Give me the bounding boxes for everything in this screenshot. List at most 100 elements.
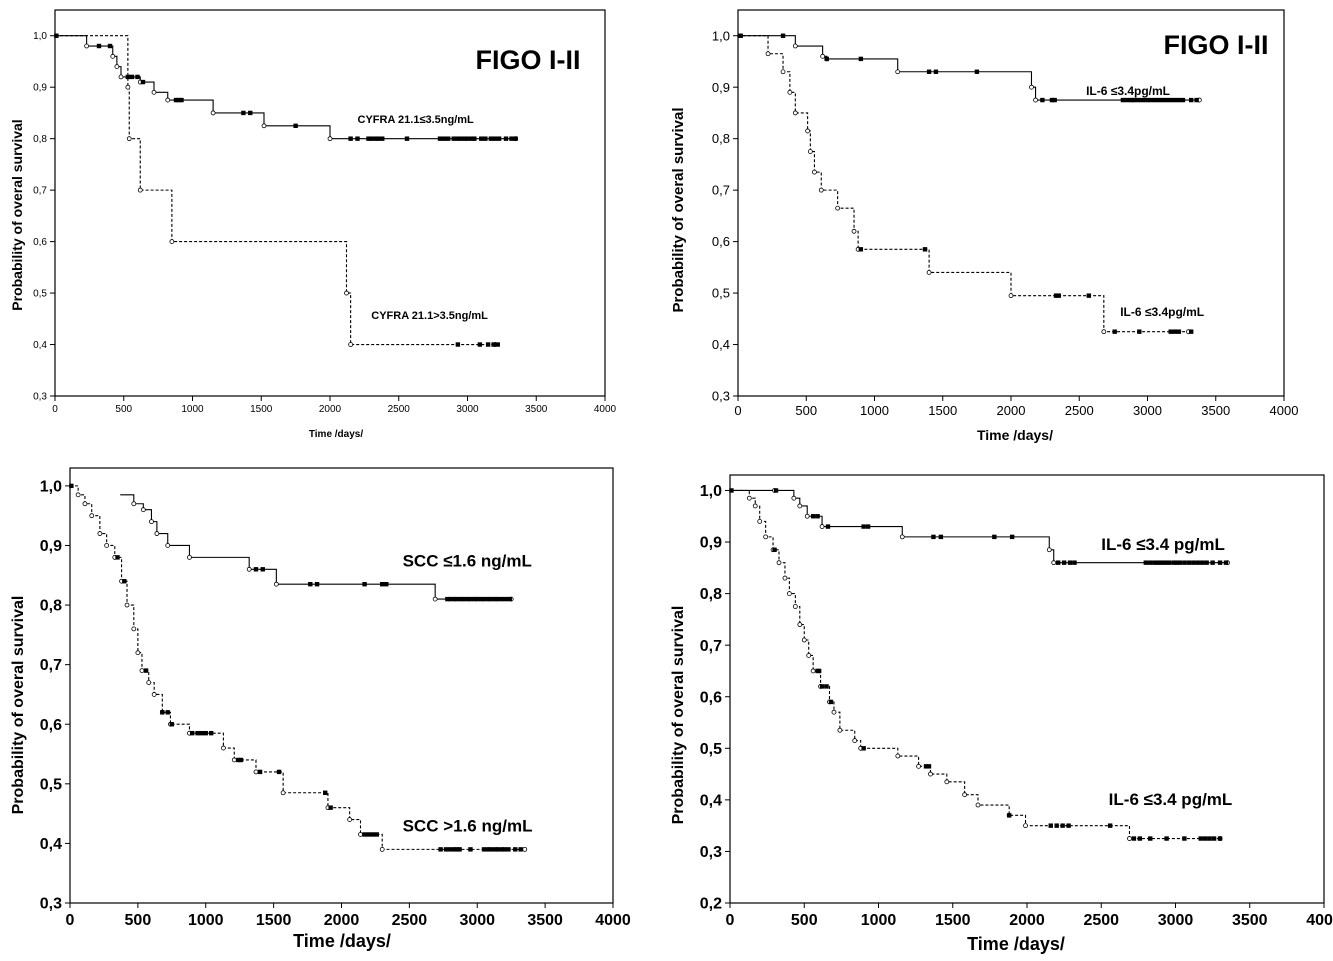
y-tick-label: 0,5 [712,286,730,301]
censor-marker [1060,823,1065,828]
y-tick-label: 0,7 [700,638,722,655]
event-marker [1051,560,1057,566]
event-marker [139,668,145,674]
km-chart-scc: Time /days/ Probability of overal surviv… [10,467,631,951]
event-marker [151,692,157,697]
censor-marker [143,668,149,673]
y-tick-label: 0,8 [40,598,62,615]
event-marker [137,187,143,193]
event-marker [837,727,843,733]
event-marker [944,779,950,785]
event-marker [82,501,88,507]
censor-marker [468,596,473,602]
censor-marker [1172,97,1177,103]
series-label: IL-6 ≤3.4pg/mL [1120,305,1204,319]
censor-marker [865,524,871,529]
y-tick-label: 0,6 [712,234,730,249]
x-tick-label: 1000 [181,404,204,415]
x-tick-label: 2000 [319,404,342,415]
event-marker [895,753,901,759]
censor-marker [509,136,514,141]
censor-marker [380,136,385,141]
event-marker [140,507,146,513]
censor-marker [1223,560,1229,565]
censor-marker [1168,97,1173,103]
censor-marker [1107,823,1113,828]
censor-marker [1137,836,1143,841]
event-marker [104,543,110,548]
censor-marker [238,757,244,763]
censor-marker [374,832,379,837]
censor-marker [825,524,831,529]
censor-marker [477,342,483,347]
censor-marker [773,488,779,493]
y-tick-label: 0,4 [700,792,722,809]
censor-marker [1131,836,1137,841]
event-marker [246,566,252,572]
censor-marker [451,136,456,141]
y-tick-label: 0,9 [700,535,722,552]
survival-curve-high [738,35,1189,333]
x-tick-label: 3500 [527,912,563,929]
event-marker [831,709,837,715]
censor-marker [125,74,131,80]
chart-title: FIGO I-II [1164,30,1269,60]
event-marker [791,495,797,501]
censor-marker [455,136,461,141]
censor-marker [437,136,443,141]
event-marker [273,581,279,587]
censor-marker [1176,329,1182,334]
event-marker [253,769,259,775]
censor-marker [1052,97,1057,103]
censor-marker [366,832,371,837]
censor-marker [1053,293,1059,298]
x-tick-label: 3000 [1158,912,1194,929]
event-marker [169,239,175,245]
censor-marker [1198,836,1203,841]
censor-marker [479,596,484,602]
censor-marker [922,247,928,252]
censor-marker [348,136,353,141]
y-tick-label: 0,5 [40,776,62,793]
event-marker [126,136,132,142]
censor-marker [1148,836,1153,841]
censor-marker [1158,560,1163,565]
event-marker [344,290,349,296]
censor-marker [179,97,184,103]
km-panel-il6: Time /days/ Probability of overal surviv… [660,460,1333,956]
censor-marker [1067,560,1073,565]
event-marker [125,84,131,90]
x-axis-label: Time /days/ [967,934,1065,954]
x-tick-label: 2500 [392,912,428,929]
event-marker [895,69,901,75]
event-marker [151,89,157,95]
censor-marker [1182,560,1187,565]
censor-marker [810,514,816,519]
censor-marker [370,832,375,837]
km-chart-cyfra: FIGO I-II Time /days/ Probability of ove… [9,9,617,440]
x-tick-label: 1500 [935,912,971,929]
censor-marker [974,69,980,74]
censor-marker [816,668,822,674]
censor-marker [107,43,113,49]
plot-frame [69,467,614,904]
event-marker [146,680,152,685]
event-marker [786,591,792,597]
x-tick-label: 0 [726,912,735,929]
censor-marker [495,342,500,347]
censor-marker [485,847,491,852]
x-tick-label: 2000 [324,912,360,929]
censor-marker [858,247,864,252]
y-tick-label: 0,8 [712,131,730,146]
censor-marker [293,123,298,128]
event-marker [780,69,786,75]
censor-marker [828,699,834,705]
x-tick-label: 500 [125,912,152,929]
censor-marker [1194,97,1199,103]
event-marker [118,74,124,80]
event-marker [131,501,137,507]
event-marker [792,43,798,49]
event-marker [975,802,981,808]
event-marker [280,790,286,796]
censor-marker [260,567,265,572]
